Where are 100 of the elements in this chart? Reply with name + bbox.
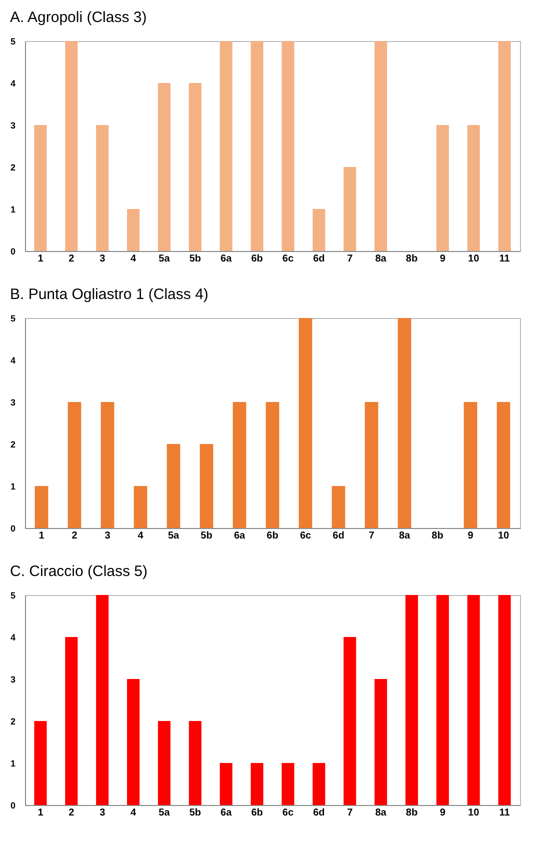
x-tick-label: 8a — [398, 530, 410, 542]
bar — [498, 41, 511, 251]
y-tick-label: 3 — [10, 398, 16, 408]
y-tick-label: 4 — [10, 632, 16, 642]
chart-title: C. Ciraccio (Class 5) — [10, 563, 148, 580]
y-tick-label: 2 — [10, 162, 16, 172]
x-tick-label: 6a — [234, 530, 246, 542]
bar — [298, 318, 312, 528]
x-tick-label: 6d — [313, 254, 325, 264]
chart-title: B. Punta Ogliastro 1 (Class 4) — [10, 286, 208, 303]
bar — [127, 679, 140, 805]
bar — [158, 83, 170, 251]
x-tick-label: 6b — [251, 254, 263, 264]
x-tick-label: 10 — [498, 530, 510, 542]
y-tick-label: 5 — [10, 36, 16, 46]
x-tick-label: 6b — [251, 808, 263, 818]
bar — [220, 41, 232, 251]
bar — [250, 41, 264, 251]
x-tick-label: 3 — [100, 254, 106, 264]
x-tick-label: 5a — [158, 808, 170, 818]
x-tick-label: 6c — [282, 254, 294, 264]
bar — [312, 763, 326, 805]
x-tick-label: 4 — [130, 254, 136, 264]
y-tick-label: 1 — [10, 758, 16, 768]
bar — [398, 318, 412, 528]
bar — [100, 402, 114, 528]
y-tick-label: 2 — [10, 716, 16, 726]
bar — [332, 486, 346, 528]
x-tick-label: 8a — [375, 254, 387, 264]
y-tick-label: 3 — [10, 120, 16, 130]
x-tick-label: 8b — [406, 808, 418, 818]
bar — [65, 41, 78, 251]
bar — [96, 125, 109, 251]
x-tick-label: 8b — [406, 254, 418, 264]
bar — [344, 637, 356, 805]
bar — [405, 595, 418, 805]
bar — [220, 763, 232, 805]
x-tick-label: 11 — [499, 254, 510, 264]
bar — [464, 402, 478, 528]
x-tick-label: 9 — [440, 808, 446, 818]
y-tick-label: 2 — [10, 440, 16, 450]
x-tick-label: 5b — [189, 254, 201, 264]
x-tick-label: 6c — [282, 808, 294, 818]
y-tick-label: 5 — [10, 590, 16, 600]
x-tick-label: 2 — [72, 530, 78, 542]
bar — [68, 402, 82, 528]
x-tick-label: 6a — [220, 254, 232, 264]
x-tick-label: 5b — [189, 808, 201, 818]
y-tick-label: 1 — [10, 204, 16, 214]
bar — [467, 595, 480, 805]
bar — [498, 595, 511, 805]
bar — [364, 402, 378, 528]
chart-title: A. Agropoli (Class 3) — [10, 9, 147, 26]
x-tick-label: 1 — [38, 254, 44, 264]
x-tick-label: 8a — [375, 808, 387, 818]
bar — [496, 402, 510, 528]
x-tick-label: 8b — [432, 530, 444, 542]
y-tick-label: 5 — [10, 314, 16, 324]
x-tick-label: 7 — [347, 254, 354, 264]
x-tick-label: 4 — [130, 808, 136, 818]
x-tick-label: 1 — [38, 530, 45, 542]
y-tick-label: 0 — [10, 524, 16, 534]
x-tick-label: 4 — [138, 530, 144, 542]
x-tick-label: 5a — [168, 530, 180, 542]
x-tick-label: 2 — [68, 808, 75, 818]
bar — [188, 721, 202, 805]
bar — [166, 444, 180, 528]
bar — [200, 444, 214, 528]
x-tick-label: 5a — [158, 254, 170, 264]
x-tick-label: 3 — [100, 808, 106, 818]
bar — [34, 486, 48, 528]
bar — [65, 637, 78, 805]
bar — [158, 721, 170, 805]
x-tick-label: 2 — [68, 254, 75, 264]
x-tick-label: 5b — [200, 530, 212, 542]
bar — [34, 125, 47, 251]
bar — [312, 209, 326, 251]
bar — [436, 595, 449, 805]
x-tick-label: 10 — [468, 254, 480, 264]
bar — [374, 679, 388, 805]
x-tick-label: 6d — [332, 530, 344, 542]
bar — [134, 486, 148, 528]
y-tick-label: 4 — [10, 78, 16, 88]
bar — [282, 763, 294, 805]
bar — [467, 125, 480, 251]
bar — [127, 209, 140, 251]
bar — [282, 41, 294, 251]
bar — [266, 402, 280, 528]
bar — [250, 763, 264, 805]
bar — [374, 41, 388, 251]
bar — [96, 595, 109, 805]
bar — [232, 402, 246, 528]
x-tick-label: 6a — [220, 808, 232, 818]
bar — [188, 83, 202, 251]
y-tick-label: 4 — [10, 356, 16, 366]
y-tick-label: 0 — [10, 800, 16, 810]
y-tick-label: 1 — [10, 482, 16, 492]
y-tick-label: 3 — [10, 674, 16, 684]
x-tick-label: 9 — [440, 254, 446, 264]
x-tick-label: 6d — [313, 808, 325, 818]
